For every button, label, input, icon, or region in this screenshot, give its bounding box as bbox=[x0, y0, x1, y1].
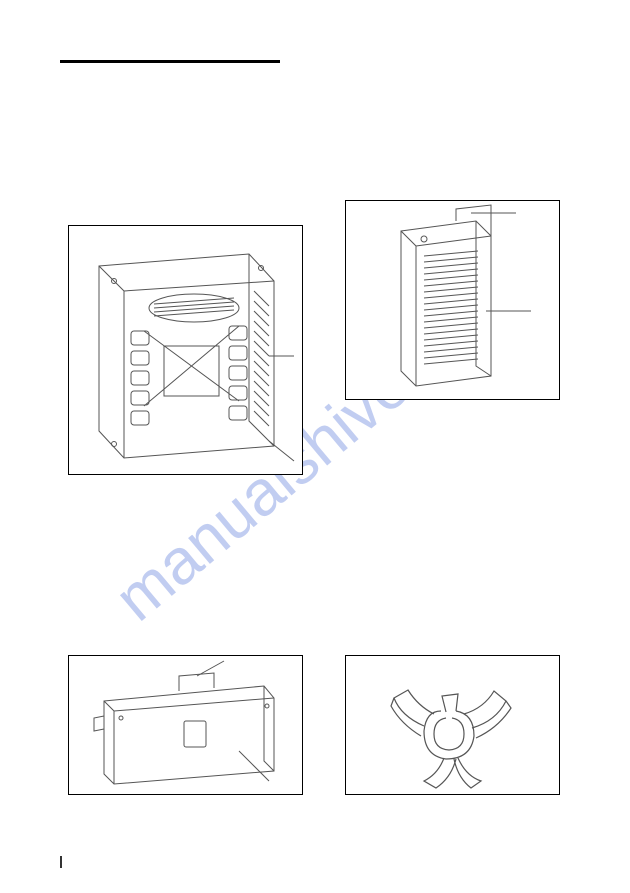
figure-clip bbox=[345, 655, 560, 795]
chassis-bracket-icon bbox=[69, 226, 304, 476]
page-footer bbox=[60, 856, 67, 868]
figures-area bbox=[0, 200, 630, 853]
figure-chassis-bracket bbox=[68, 225, 303, 475]
flat-bracket-icon bbox=[69, 656, 304, 796]
vented-shield-icon bbox=[346, 201, 561, 401]
page-container: manualshive.com bbox=[0, 0, 630, 893]
figure-vented-shield bbox=[345, 200, 560, 400]
figure-flat-bracket bbox=[68, 655, 303, 795]
section-title-rule bbox=[60, 60, 280, 73]
clip-icon bbox=[346, 656, 561, 796]
